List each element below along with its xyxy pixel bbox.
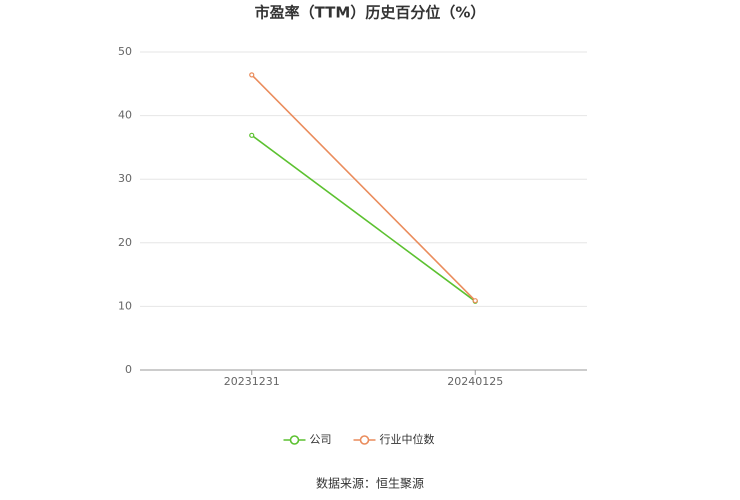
legend-label: 公司 [310, 433, 332, 446]
series-line [251, 134, 476, 302]
legend-label: 行业中位数 [380, 432, 435, 446]
x-tick-label: 20231231 [224, 375, 280, 388]
legend-swatch-marker [359, 435, 370, 445]
chart-title: 市盈率（TTM）历史百分位（%） [255, 4, 486, 22]
point [249, 72, 255, 78]
source-note: 数据来源：恒生聚源 [316, 476, 424, 491]
y-tick-label: 0 [125, 363, 132, 376]
point [472, 298, 478, 304]
legend-swatch-marker [289, 435, 300, 445]
y-tick-label: 40 [118, 109, 132, 122]
y-tick-label: 30 [118, 172, 132, 185]
y-tick-label: 10 [118, 299, 132, 312]
y-tick-label: 50 [118, 45, 132, 58]
x-tick-label: 20240125 [447, 375, 503, 388]
y-tick-label: 20 [118, 236, 132, 249]
point [249, 132, 255, 138]
series-line [251, 74, 476, 302]
